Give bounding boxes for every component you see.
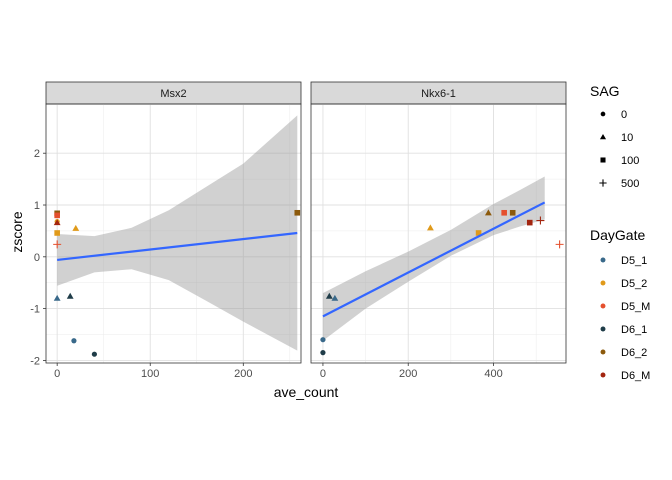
y-axis: -2 -1 0 1 2 — [30, 148, 46, 367]
facet-strip-label: Nkx6-1 — [421, 88, 456, 100]
confidence-ribbon — [57, 115, 298, 351]
data-point — [475, 230, 482, 236]
data-point — [66, 292, 74, 299]
x-tick-label: 0 — [54, 368, 60, 380]
data-point — [53, 219, 61, 226]
panel-border — [45, 103, 302, 364]
grid — [311, 104, 566, 363]
legend-label: 500 — [621, 178, 639, 190]
legend-label: D6_M — [621, 370, 650, 382]
y-tick-label: -1 — [30, 304, 40, 316]
data-point — [325, 292, 333, 299]
y-tick-label: 2 — [34, 148, 40, 160]
data-point — [54, 230, 60, 236]
legend-label: D5_1 — [621, 255, 647, 267]
legend-key — [599, 179, 607, 187]
data-point — [426, 224, 434, 231]
data-point — [71, 338, 77, 344]
legend-label: D6_1 — [621, 324, 647, 336]
data-point — [501, 209, 507, 216]
y-tick-label: 1 — [34, 200, 40, 212]
legend-label: 0 — [621, 109, 627, 121]
data-point — [320, 350, 326, 356]
legends: SAG010100500DayGateD5_1D5_2D5_MD6_1D6_2D… — [590, 83, 650, 382]
panel-nkx6-1: Nkx6-1 0 200 400 — [310, 81, 567, 380]
legend-label: 10 — [621, 132, 633, 144]
data-point — [509, 209, 516, 216]
legend-title: DayGate — [590, 227, 645, 243]
data-point — [54, 212, 60, 219]
regression-line — [322, 201, 546, 318]
legend-label: D5_2 — [621, 278, 647, 290]
legend-key — [600, 111, 606, 117]
facet-strip-label: Msx2 — [160, 88, 186, 100]
data-point — [72, 224, 80, 231]
legend-key — [600, 326, 606, 332]
legend-key — [600, 257, 606, 263]
x-tick-label: 100 — [141, 368, 159, 380]
legend-title: SAG — [590, 83, 620, 99]
data-point — [555, 240, 564, 249]
y-tick-label: 0 — [34, 252, 40, 264]
x-tick-label: 200 — [234, 368, 252, 380]
legend-label: 100 — [621, 155, 639, 167]
panel-border — [310, 103, 567, 364]
y-axis-title: zscore — [9, 211, 25, 252]
legend-key — [599, 133, 607, 140]
data-point — [294, 209, 301, 216]
legend-key — [600, 280, 606, 286]
data-point — [331, 294, 339, 301]
legend-label: D6_2 — [621, 347, 647, 359]
legend-key — [600, 349, 606, 355]
legend-key — [600, 303, 606, 309]
panel-msx2: Msx2 0 100 200 — [45, 81, 302, 380]
x-axis-title: ave_count — [274, 384, 339, 400]
legend-key — [600, 372, 606, 378]
x-tick-label: 0 — [320, 368, 326, 380]
x-tick-label: 200 — [399, 368, 417, 380]
legend-label: D5_M — [621, 301, 650, 313]
data-point — [526, 219, 533, 226]
data-point — [53, 294, 61, 301]
data-point — [320, 337, 326, 343]
plot-panels: Msx2 0 100 200 Nkx6-1 0 200 400 — [45, 81, 567, 380]
data-point — [536, 216, 545, 225]
data-point — [91, 351, 97, 357]
grid — [46, 104, 301, 363]
y-tick-label: -2 — [30, 355, 40, 367]
x-tick-label: 400 — [484, 368, 502, 380]
legend-daygate: DayGate D5_1 D5_2 D5_M D6_1 D6_2 D6_M — [590, 227, 650, 382]
data-point — [484, 209, 492, 216]
data-point — [53, 240, 62, 249]
legend-key — [600, 157, 606, 163]
regression-line — [57, 231, 298, 262]
